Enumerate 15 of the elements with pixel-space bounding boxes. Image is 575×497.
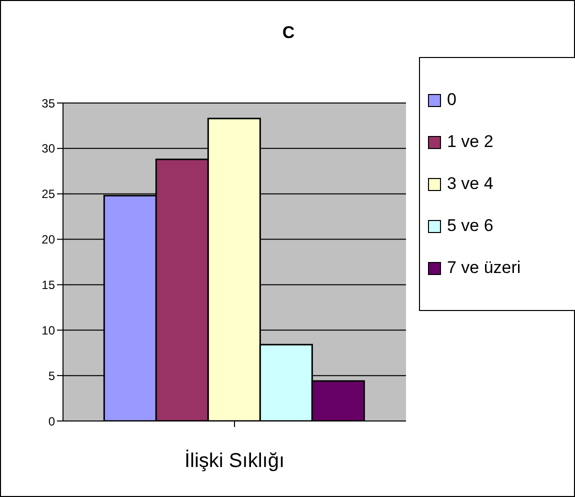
y-tick-label: 0: [48, 414, 56, 428]
y-tick-label: 20: [42, 232, 56, 247]
y-tick-label: 15: [42, 278, 56, 292]
legend-label: 0: [447, 90, 456, 110]
y-tick-label: 25: [42, 187, 56, 202]
y-tick-label: 35: [42, 96, 56, 110]
legend-label: 7 ve üzeri: [447, 258, 521, 278]
y-tick-label: 10: [42, 323, 56, 338]
legend-label: 1 ve 2: [447, 132, 494, 152]
y-tick-label: 30: [42, 142, 56, 156]
y-tick-label: 5: [48, 368, 56, 383]
legend-label: 3 ve 4: [447, 174, 494, 194]
legend-label: 5 ve 6: [447, 216, 494, 236]
x-axis-title: İlişki Sıklığı: [184, 449, 285, 472]
chart-title: C: [281, 23, 296, 43]
